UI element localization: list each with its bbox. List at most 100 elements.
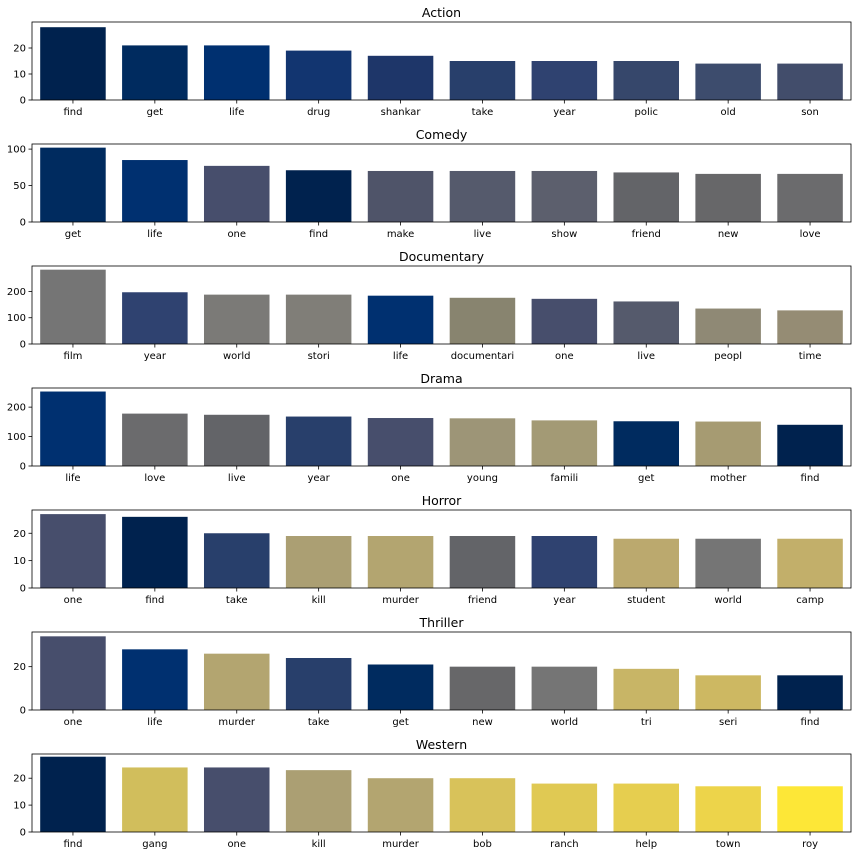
bar bbox=[203, 653, 270, 710]
x-tick-label: life bbox=[393, 351, 408, 362]
x-tick-label: life bbox=[147, 229, 162, 240]
bar bbox=[531, 298, 598, 344]
x-tick-label: love bbox=[144, 473, 165, 484]
axes-frame bbox=[31, 509, 852, 589]
x-tick-label: find bbox=[801, 473, 820, 484]
panel-title: Action bbox=[422, 5, 461, 20]
bar bbox=[613, 61, 680, 100]
x-tick-label: find bbox=[63, 107, 82, 118]
x-tick-label: town bbox=[716, 839, 741, 850]
bar bbox=[40, 636, 106, 710]
panel-action: Action find get life drug shankar take year poli… bbox=[13, 5, 852, 118]
bar bbox=[777, 424, 843, 466]
panel-title: Drama bbox=[420, 371, 462, 386]
bar bbox=[449, 418, 516, 466]
y-tick-label: 100 bbox=[7, 432, 26, 443]
bar bbox=[695, 308, 761, 344]
x-tick-label: find bbox=[145, 595, 164, 606]
bar bbox=[367, 418, 434, 466]
bar bbox=[695, 538, 761, 588]
panel-title: Western bbox=[416, 737, 467, 752]
x-tick-label: ranch bbox=[550, 839, 578, 850]
x-tick-label: famili bbox=[550, 473, 578, 484]
x-tick-label: murder bbox=[382, 595, 420, 606]
bar bbox=[367, 536, 434, 588]
x-tick-label: one bbox=[555, 351, 574, 362]
bar bbox=[285, 416, 352, 466]
bar bbox=[531, 536, 598, 588]
bar bbox=[695, 675, 761, 710]
x-tick-label: make bbox=[387, 229, 414, 240]
bar bbox=[203, 533, 270, 588]
y-tick-label: 0 bbox=[20, 340, 26, 351]
y-tick-label: 10 bbox=[13, 70, 26, 81]
bar bbox=[203, 414, 270, 466]
x-tick-label: peopl bbox=[714, 351, 742, 362]
bar bbox=[449, 666, 516, 710]
x-tick-label: new bbox=[718, 229, 739, 240]
bar bbox=[449, 297, 516, 344]
x-tick-label: new bbox=[472, 717, 493, 728]
x-tick-label: find bbox=[801, 717, 820, 728]
x-tick-label: life bbox=[147, 717, 162, 728]
panel-title: Horror bbox=[422, 493, 462, 508]
bar bbox=[449, 536, 516, 588]
x-tick-label: tri bbox=[641, 717, 652, 728]
x-tick-label: show bbox=[551, 229, 577, 240]
bar bbox=[613, 668, 680, 710]
x-tick-label: get bbox=[65, 229, 82, 240]
bar bbox=[40, 269, 106, 344]
y-tick-label: 0 bbox=[20, 218, 26, 229]
bar bbox=[285, 50, 352, 100]
x-tick-label: life bbox=[65, 473, 80, 484]
x-tick-label: drug bbox=[307, 107, 330, 118]
y-tick-label: 100 bbox=[7, 145, 26, 156]
panel-western: Western find gang one kill murder bob ranch help… bbox=[13, 737, 852, 850]
x-tick-label: time bbox=[799, 351, 822, 362]
bar bbox=[367, 778, 434, 832]
x-tick-label: one bbox=[227, 229, 246, 240]
bar bbox=[203, 45, 270, 100]
bar bbox=[40, 514, 106, 588]
y-tick-label: 200 bbox=[7, 403, 26, 414]
x-tick-label: student bbox=[627, 595, 665, 606]
x-tick-label: friend bbox=[468, 595, 497, 606]
x-tick-label: murder bbox=[382, 839, 420, 850]
bar bbox=[285, 770, 352, 832]
panel-title: Thriller bbox=[419, 615, 465, 630]
panel-thriller: Thriller one life murder take get new world tri s… bbox=[13, 615, 852, 728]
bar bbox=[777, 538, 843, 588]
bar bbox=[122, 292, 188, 344]
axes-frame bbox=[31, 21, 852, 101]
panel-title: Documentary bbox=[399, 249, 485, 264]
panel-comedy: Comedy get life one find make live show friend ne… bbox=[7, 127, 852, 240]
y-tick-label: 10 bbox=[13, 801, 26, 812]
bar bbox=[122, 160, 188, 222]
y-tick-label: 20 bbox=[13, 774, 26, 785]
y-tick-label: 0 bbox=[20, 706, 26, 717]
x-tick-label: son bbox=[801, 107, 819, 118]
x-tick-label: world bbox=[714, 595, 742, 606]
bar bbox=[695, 63, 761, 100]
axes-frame bbox=[31, 753, 852, 833]
x-tick-label: take bbox=[472, 107, 494, 118]
bar bbox=[613, 538, 680, 588]
bar bbox=[367, 295, 434, 344]
x-tick-label: one bbox=[391, 473, 410, 484]
x-tick-label: year bbox=[144, 351, 167, 362]
x-tick-label: film bbox=[64, 351, 83, 362]
x-tick-label: one bbox=[64, 595, 83, 606]
y-tick-label: 200 bbox=[7, 287, 26, 298]
x-tick-label: kill bbox=[312, 595, 326, 606]
y-tick-label: 0 bbox=[20, 828, 26, 839]
x-tick-label: young bbox=[467, 473, 498, 484]
axes-frame bbox=[31, 143, 852, 223]
x-tick-label: get bbox=[147, 107, 164, 118]
bar bbox=[695, 421, 761, 466]
bar bbox=[531, 666, 598, 710]
bar bbox=[449, 778, 516, 832]
x-tick-label: old bbox=[721, 107, 736, 118]
bar bbox=[285, 170, 352, 222]
bar bbox=[285, 294, 352, 344]
bar bbox=[531, 170, 598, 222]
